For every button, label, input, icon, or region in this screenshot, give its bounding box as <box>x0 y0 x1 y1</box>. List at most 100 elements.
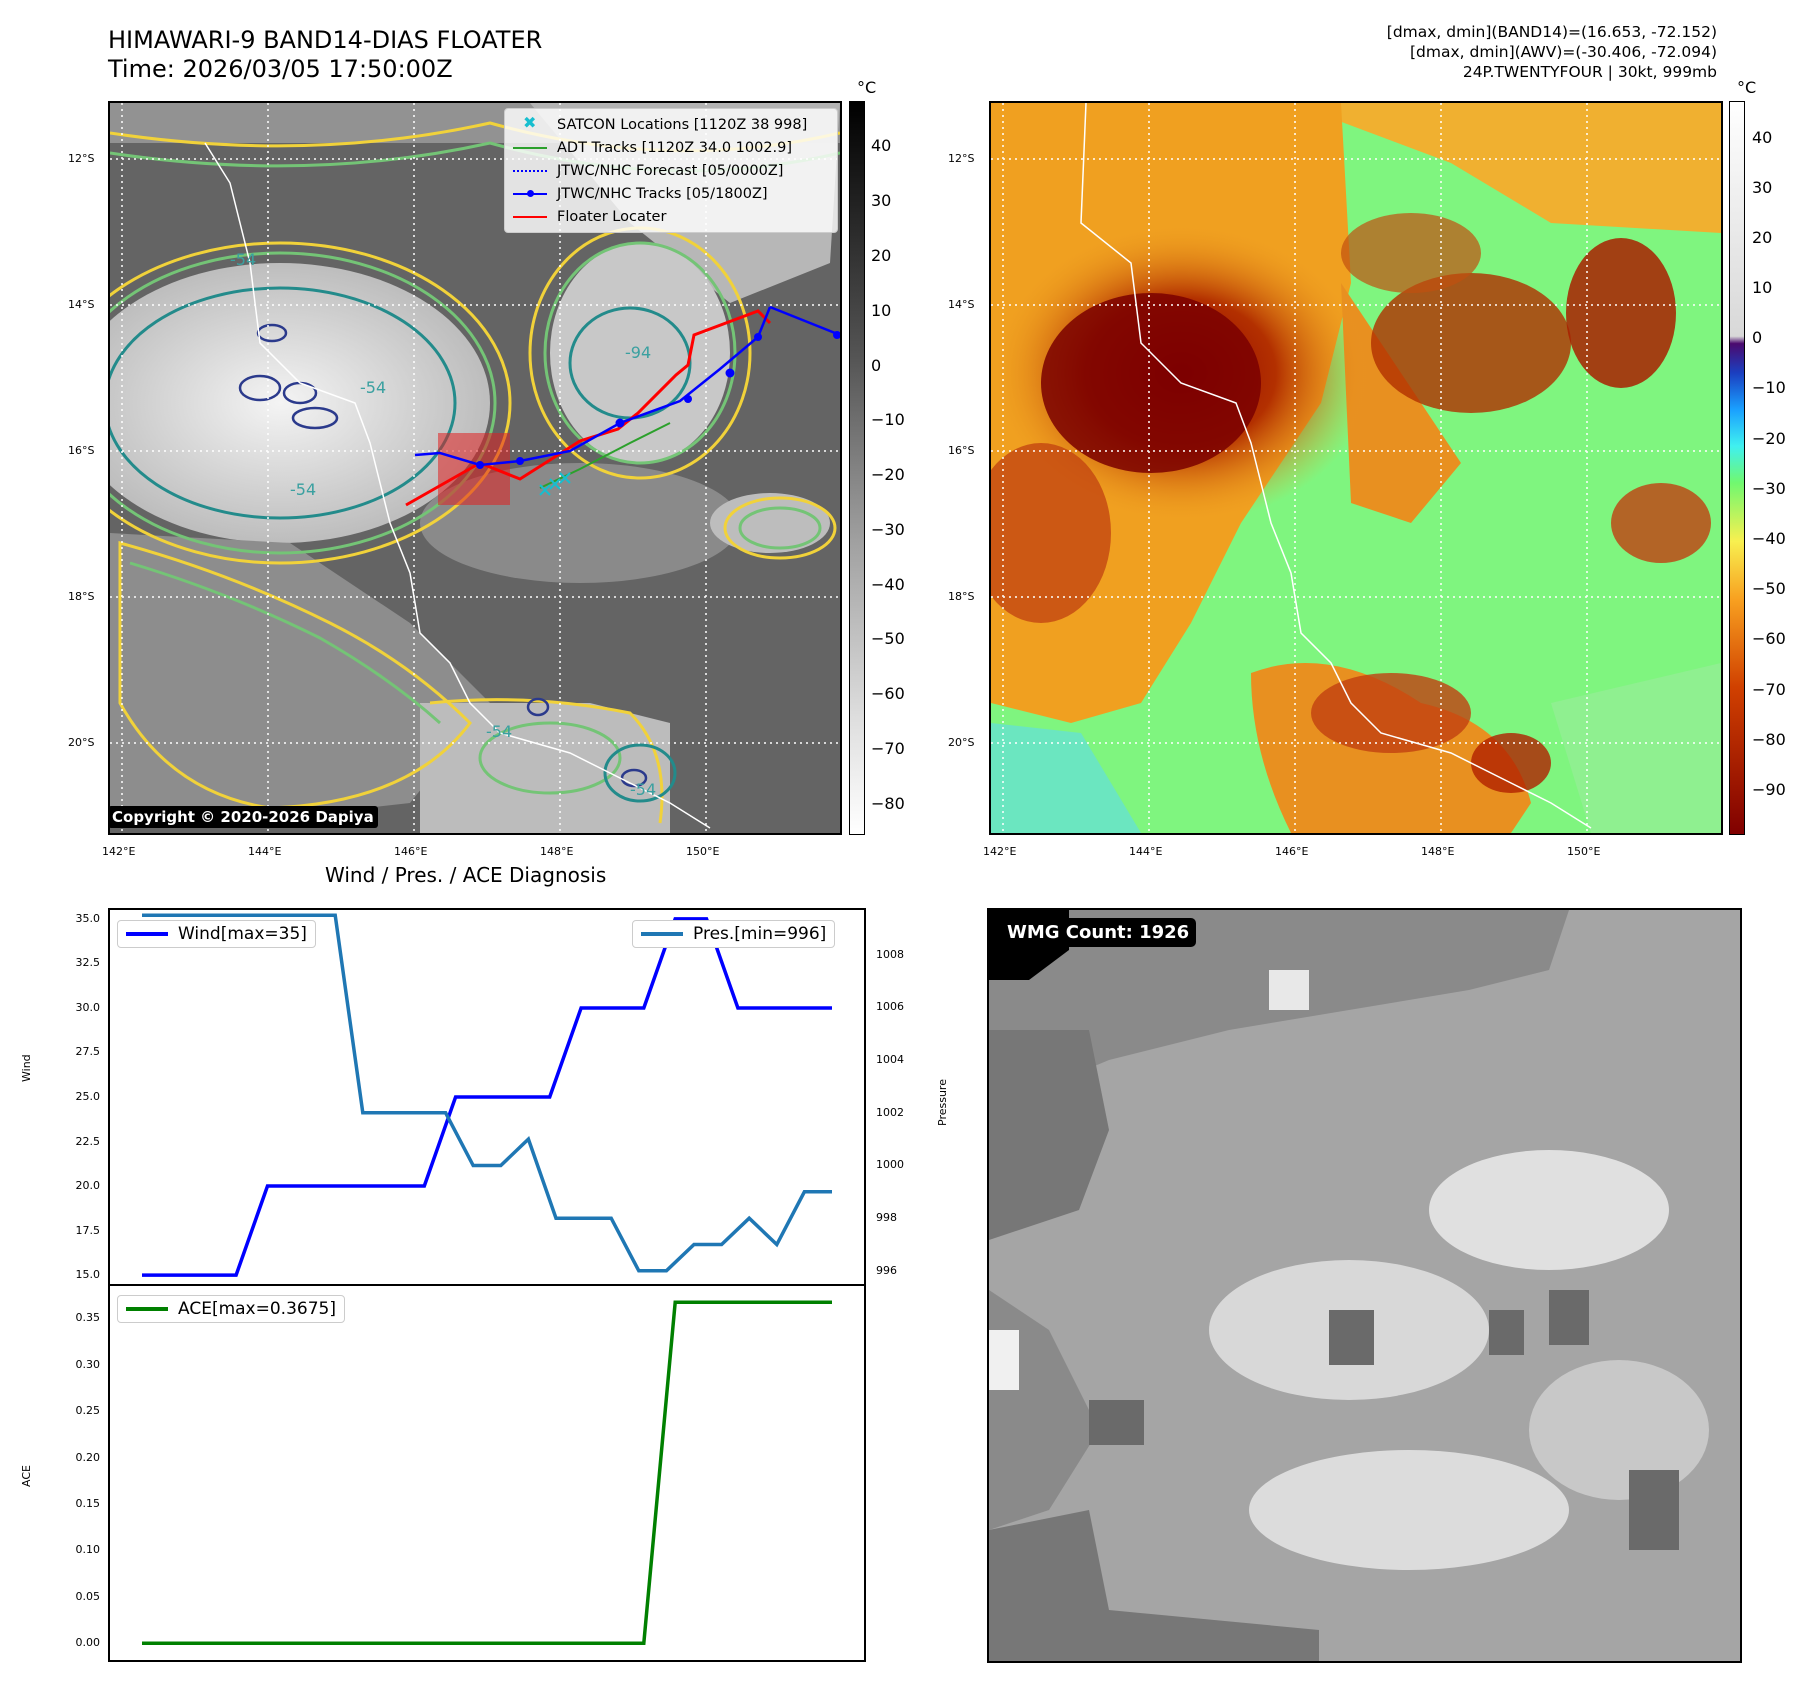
wind-tick-label: 15.0 <box>75 1268 101 1282</box>
ace-tick-label: 0.00 <box>75 1636 101 1650</box>
satcon-locations <box>539 472 571 496</box>
ace-tick-label: 0.30 <box>75 1357 101 1371</box>
wind-tick-label: 32.5 <box>75 956 101 970</box>
ace-tick-label: 0.35 <box>75 1311 101 1325</box>
title-line2: Time: 2026/03/05 17:50:00Z <box>108 55 453 83</box>
ace-tick-label: 0.05 <box>75 1589 101 1603</box>
pressure-tick-label: 996 <box>876 1263 897 1277</box>
adt-track <box>539 422 671 489</box>
grayscale-colorbar <box>849 101 865 835</box>
lat-label: 16°S <box>68 444 95 457</box>
contour-label: -54 <box>230 250 256 269</box>
colorbar-tick-label: 40 <box>871 136 892 156</box>
contour-label: -54 <box>630 780 656 799</box>
pressure-tick-label: 1000 <box>876 1158 904 1172</box>
colorbar-tick-label: −70 <box>871 739 905 758</box>
lon-label: 144°E <box>248 845 282 858</box>
contour-label: -54 <box>290 480 316 499</box>
colorbar-tick-label: −10 <box>871 410 905 430</box>
pressure-tick-label: 998 <box>876 1211 897 1225</box>
ace-legend: ACE[max=0.3675] <box>117 1295 345 1323</box>
legend-item-forecast: JTWC/NHC Forecast [05/0000Z] <box>513 159 829 182</box>
ace-line <box>142 1300 832 1646</box>
colorbar-tick-label: 20 <box>1752 227 1773 247</box>
lat-label: 16°S <box>948 444 975 457</box>
wmg-svg <box>989 910 1740 1661</box>
lat-label: 14°S <box>948 298 975 311</box>
pressure-tick-label: 1008 <box>876 947 904 961</box>
lat-label: 20°S <box>68 736 95 749</box>
legend-label: JTWC/NHC Forecast [05/0000Z] <box>557 162 784 179</box>
title-line1: HIMAWARI-9 BAND14-DIAS FLOATER <box>108 26 543 54</box>
colorbar-tick-label: 0 <box>1752 328 1763 348</box>
wind-tick-label: 27.5 <box>75 1045 101 1059</box>
colorbar-tick-label: −80 <box>1752 729 1786 749</box>
pressure-tick-label: 1004 <box>876 1053 904 1067</box>
legend-label: JTWC/NHC Tracks [05/1800Z] <box>557 185 768 202</box>
legend-label: SATCON Locations [1120Z 38 998] <box>557 116 808 133</box>
lon-label: 148°E <box>540 845 574 858</box>
copyright-label: Copyright © 2020-2026 Dapiya <box>108 806 378 828</box>
wind-axis-label: Wind <box>20 1054 33 1082</box>
ace-tick-label: 0.10 <box>75 1543 101 1557</box>
lon-label: 146°E <box>394 845 428 858</box>
ace-legend-label: ACE[max=0.3675] <box>178 1299 336 1319</box>
contour-label: -54 <box>360 378 386 397</box>
legend-item-floater: Floater Locater <box>513 205 829 228</box>
wmg-panel <box>987 908 1742 1663</box>
pressure-tick-label: 1006 <box>876 1000 904 1014</box>
ace-tick-label: 0.20 <box>75 1450 101 1464</box>
colorbar-unit: °C <box>857 78 877 97</box>
pressure-legend-label: Pres.[min=996] <box>693 924 827 944</box>
floater-locater-track <box>405 309 772 507</box>
colorbar-tick-label: −30 <box>871 519 905 539</box>
colorbar-tick-label: −20 <box>871 465 905 485</box>
wind-legend: Wind[max=35] <box>117 920 316 948</box>
diag-line3: 24P.TWENTYFOUR | 30kt, 999mb <box>1462 63 1717 81</box>
jtwc-track <box>414 306 772 467</box>
legend-label: ADT Tracks [1120Z 34.0 1002.9] <box>557 139 793 156</box>
wmg-count-badge: WMG Count: 1926 <box>1000 918 1197 947</box>
contour-label: -94 <box>625 343 651 362</box>
colorbar-tick-label: −90 <box>1752 779 1786 799</box>
colorbar-tick-label: −20 <box>1752 428 1786 448</box>
colorbar-tick-label: 30 <box>871 191 892 211</box>
diag-line1: [dmax, dmin](BAND14)=(16.653, -72.152) <box>1386 23 1717 41</box>
lon-label: 150°E <box>1567 845 1601 858</box>
wind-line <box>142 917 832 1277</box>
pressure-axis-label: Pressure <box>936 1079 949 1126</box>
colorbar-unit: °C <box>1737 78 1757 97</box>
colorbar-tick-label: −30 <box>1752 478 1786 498</box>
legend-item-satcon: ✖ SATCON Locations [1120Z 38 998] <box>523 112 808 133</box>
colorbar-tick-label: −40 <box>1752 528 1786 548</box>
lon-label: 144°E <box>1129 845 1163 858</box>
diagnostics-block: [dmax, dmin](BAND14)=(16.653, -72.152) [… <box>1387 22 1717 82</box>
wind-tick-label: 35.0 <box>75 911 101 925</box>
colorbar-tick-label: −50 <box>1752 579 1786 599</box>
colorbar-tick-label: −60 <box>1752 629 1786 649</box>
lat-label: 12°S <box>68 152 95 165</box>
colorbar-tick-label: −50 <box>871 629 905 649</box>
wind-pressure-svg <box>142 913 832 1277</box>
contour-label: -54 <box>486 722 512 741</box>
map-legend: ✖ SATCON Locations [1120Z 38 998] ADT Tr… <box>504 108 838 233</box>
colorbar-tick-label: 40 <box>1752 127 1773 147</box>
ace-svg <box>142 1300 832 1646</box>
colorbar-tick-label: −60 <box>871 684 905 704</box>
lon-label: 146°E <box>1275 845 1309 858</box>
colorbar-tick-label: −40 <box>871 574 905 594</box>
legend-label: Floater Locater <box>557 208 667 225</box>
wind-tick-label: 25.0 <box>75 1090 101 1103</box>
ace-axis-label: ACE <box>20 1465 33 1487</box>
colorbar-tick-label: 20 <box>871 246 892 266</box>
lat-label: 18°S <box>948 590 975 603</box>
colorbar-tick-label: −10 <box>1752 378 1786 398</box>
diag-line2: [dmax, dmin](AWV)=(-30.406, -72.094) <box>1410 43 1717 61</box>
colorbar-tick-label: 30 <box>1752 177 1773 197</box>
colorbar-tick-label: 0 <box>871 355 882 375</box>
legend-item-adt: ADT Tracks [1120Z 34.0 1002.9] <box>513 136 829 159</box>
timeseries-subtitle: Wind / Pres. / ACE Diagnosis <box>325 863 607 887</box>
wind-tick-label: 30.0 <box>75 1000 101 1014</box>
pressure-tick-label: 1002 <box>876 1105 904 1119</box>
wind-tick-label: 22.5 <box>75 1134 101 1148</box>
